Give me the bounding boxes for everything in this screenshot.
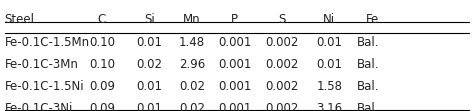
Text: Fe-0.1C-1.5Mn: Fe-0.1C-1.5Mn [5, 36, 90, 49]
Text: Bal.: Bal. [357, 36, 379, 49]
Text: Bal.: Bal. [357, 102, 379, 111]
Text: 0.002: 0.002 [265, 102, 299, 111]
Text: 0.01: 0.01 [317, 36, 342, 49]
Text: 2.96: 2.96 [179, 58, 205, 71]
Text: Fe: Fe [366, 13, 379, 26]
Text: C: C [98, 13, 106, 26]
Text: 0.01: 0.01 [137, 80, 162, 93]
Text: 0.001: 0.001 [218, 80, 251, 93]
Text: 0.02: 0.02 [179, 102, 205, 111]
Text: 0.001: 0.001 [218, 36, 251, 49]
Text: Fe-0.1C-3Ni: Fe-0.1C-3Ni [5, 102, 73, 111]
Text: Ni: Ni [323, 13, 336, 26]
Text: 0.09: 0.09 [89, 102, 115, 111]
Text: 0.10: 0.10 [89, 36, 115, 49]
Text: Steel: Steel [5, 13, 35, 26]
Text: 0.10: 0.10 [89, 58, 115, 71]
Text: 0.09: 0.09 [89, 80, 115, 93]
Text: 1.58: 1.58 [317, 80, 342, 93]
Text: Bal.: Bal. [357, 80, 379, 93]
Text: 0.02: 0.02 [179, 80, 205, 93]
Text: S: S [278, 13, 286, 26]
Text: 0.01: 0.01 [137, 102, 162, 111]
Text: Fe-0.1C-3Mn: Fe-0.1C-3Mn [5, 58, 79, 71]
Text: Si: Si [144, 13, 155, 26]
Text: Fe-0.1C-1.5Ni: Fe-0.1C-1.5Ni [5, 80, 84, 93]
Text: 0.01: 0.01 [137, 36, 162, 49]
Text: 0.01: 0.01 [317, 58, 342, 71]
Text: 3.16: 3.16 [316, 102, 343, 111]
Text: Mn: Mn [183, 13, 201, 26]
Text: 0.002: 0.002 [265, 58, 299, 71]
Text: 0.001: 0.001 [218, 58, 251, 71]
Text: 0.002: 0.002 [265, 36, 299, 49]
Text: 0.001: 0.001 [218, 102, 251, 111]
Text: 1.48: 1.48 [179, 36, 205, 49]
Text: 0.02: 0.02 [137, 58, 162, 71]
Text: 0.002: 0.002 [265, 80, 299, 93]
Text: Bal.: Bal. [357, 58, 379, 71]
Text: P: P [231, 13, 238, 26]
